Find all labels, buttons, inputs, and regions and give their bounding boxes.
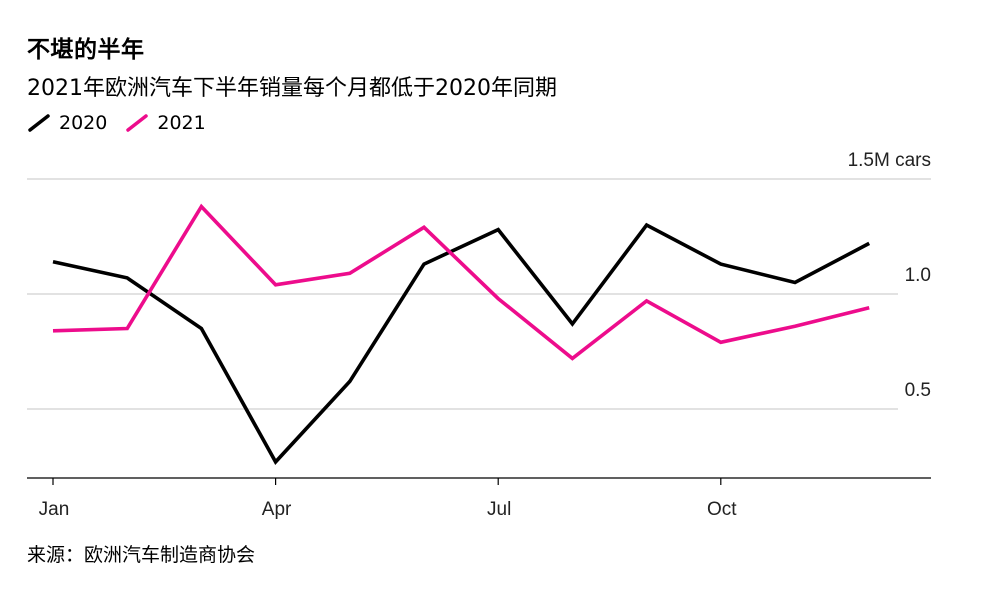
legend-item-2021: 2021 <box>125 112 206 134</box>
legend-label-2020: 2020 <box>59 112 108 134</box>
x-tick-label-jul: Jul <box>487 499 511 520</box>
y-tick-label-1: 0.5 <box>905 380 931 401</box>
legend-swatch-2020 <box>28 114 50 132</box>
y-unit-label: 1.5M cars <box>848 150 931 171</box>
legend-label-2021: 2021 <box>157 112 206 134</box>
series-line-2020 <box>52 222 871 465</box>
y-tick-label-0: 1.0 <box>905 265 931 286</box>
source-note: 来源：欧洲汽车制造商协会 <box>27 544 256 566</box>
series-line-2021 <box>52 203 870 361</box>
legend-swatch-2021 <box>126 114 149 132</box>
x-tick-label-jan: Jan <box>39 499 70 520</box>
chart-subtitle: 2021年欧洲汽车下半年销量每个月都低于2020年同期 <box>27 76 557 101</box>
x-tick-label-apr: Apr <box>262 499 292 520</box>
x-tick-label-oct: Oct <box>707 499 737 520</box>
legend-item-2020: 2020 <box>27 112 107 134</box>
chart-title: 不堪的半年 <box>27 37 145 63</box>
legend: 2020 2021 <box>27 110 224 136</box>
